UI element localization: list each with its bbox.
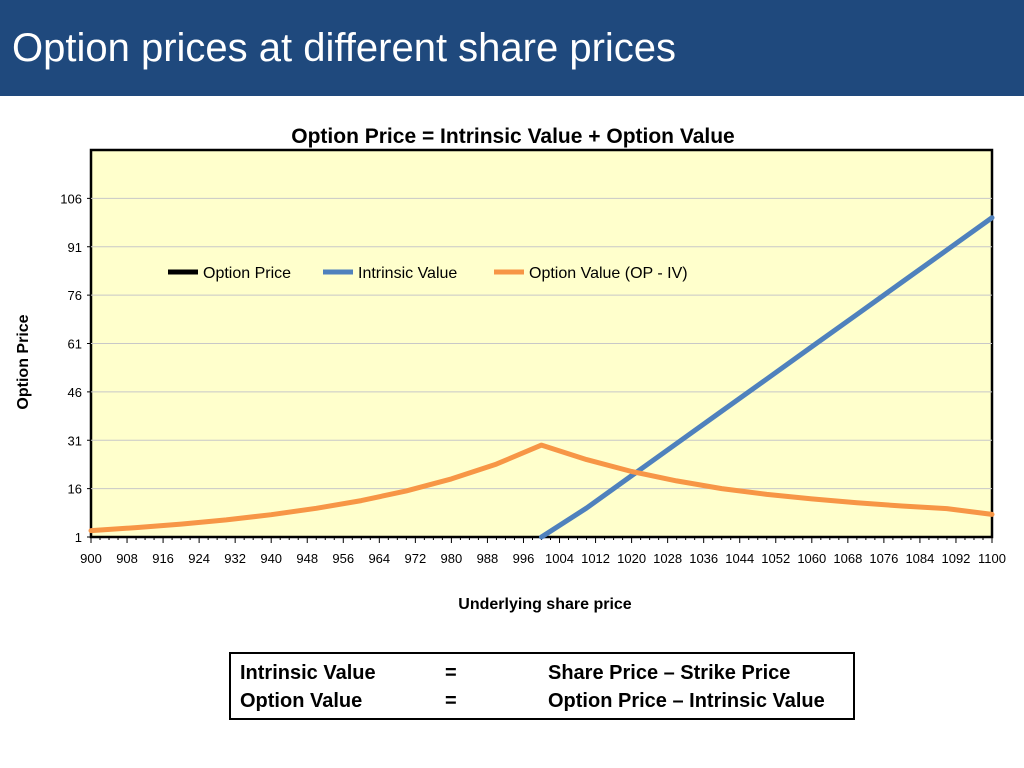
legend-label: Intrinsic Value bbox=[358, 265, 457, 282]
x-tick-label: 932 bbox=[224, 551, 246, 566]
x-tick-label: 900 bbox=[80, 551, 102, 566]
y-axis-ticks: 1 16 31 46 61 76 91 106 bbox=[60, 191, 91, 545]
x-tick-label: 972 bbox=[405, 551, 427, 566]
x-tick-label: 1076 bbox=[869, 551, 898, 566]
x-tick-label: 1092 bbox=[941, 551, 970, 566]
x-tick-label: 1004 bbox=[545, 551, 574, 566]
x-tick-label: 1012 bbox=[581, 551, 610, 566]
x-tick-label: 924 bbox=[188, 551, 210, 566]
x-tick-label: 1044 bbox=[725, 551, 754, 566]
x-tick-label: 1100 bbox=[978, 551, 1006, 566]
y-tick-label: 16 bbox=[68, 482, 82, 497]
chart: Option Price = Intrinsic Value + Option … bbox=[15, 125, 1006, 613]
x-tick-label: 916 bbox=[152, 551, 174, 566]
y-tick-label: 106 bbox=[60, 191, 82, 206]
x-axis-title: Underlying share price bbox=[458, 596, 631, 613]
series-line-1 bbox=[539, 215, 995, 540]
slide-header: Option prices at different share prices bbox=[0, 0, 1024, 96]
formula-term: Option Value bbox=[240, 690, 363, 712]
x-tick-label: 948 bbox=[296, 551, 318, 566]
y-axis-title: Option Price bbox=[15, 314, 32, 409]
x-tick-label: 1028 bbox=[653, 551, 682, 566]
x-tick-label: 940 bbox=[260, 551, 282, 566]
x-tick-label: 1020 bbox=[617, 551, 646, 566]
x-axis-ticks: 900 908 916 924 932 940 948 956 964 972 980 988 996 1… bbox=[80, 537, 1006, 566]
y-tick-label: 61 bbox=[68, 337, 82, 352]
x-tick-label: 1052 bbox=[761, 551, 790, 566]
formula-definition: Option Price – Intrinsic Value bbox=[548, 690, 825, 712]
y-tick-label: 91 bbox=[68, 240, 82, 255]
y-tick-label: 31 bbox=[68, 433, 82, 448]
series-line-2 bbox=[88, 442, 995, 534]
y-tick-label: 76 bbox=[68, 288, 82, 303]
x-tick-label: 964 bbox=[368, 551, 390, 566]
legend-label: Option Price bbox=[203, 265, 291, 282]
formula-row-intrinsic: Intrinsic Value = Share Price – Strike P… bbox=[240, 662, 853, 690]
slide-title: Option prices at different share prices bbox=[12, 26, 677, 70]
x-tick-label: 996 bbox=[513, 551, 535, 566]
grid-lines bbox=[91, 197, 992, 490]
x-tick-label: 988 bbox=[477, 551, 499, 566]
x-tick-label: 1036 bbox=[689, 551, 718, 566]
y-tick-label: 1 bbox=[75, 530, 82, 545]
x-tick-label: 956 bbox=[332, 551, 354, 566]
formula-equals: = bbox=[445, 690, 457, 712]
formula-equals: = bbox=[445, 662, 457, 684]
y-tick-label: 46 bbox=[68, 385, 82, 400]
x-tick-label: 980 bbox=[441, 551, 463, 566]
x-tick-label: 1060 bbox=[797, 551, 826, 566]
formula-term: Intrinsic Value bbox=[240, 662, 376, 684]
series-layer bbox=[88, 215, 995, 540]
legend-label: Option Value (OP - IV) bbox=[529, 265, 688, 282]
legend: Option Price Intrinsic Value Option Value … bbox=[168, 265, 688, 282]
formula-row-option-value: Option Value = Option Price – Intrinsic … bbox=[240, 690, 853, 718]
x-tick-label: 1068 bbox=[833, 551, 862, 566]
chart-title: Option Price = Intrinsic Value + Option … bbox=[291, 125, 734, 148]
formula-definition: Share Price – Strike Price bbox=[548, 662, 791, 684]
x-tick-label: 908 bbox=[116, 551, 138, 566]
x-tick-label: 1084 bbox=[905, 551, 934, 566]
formula-box: Intrinsic Value = Share Price – Strike P… bbox=[229, 652, 855, 720]
